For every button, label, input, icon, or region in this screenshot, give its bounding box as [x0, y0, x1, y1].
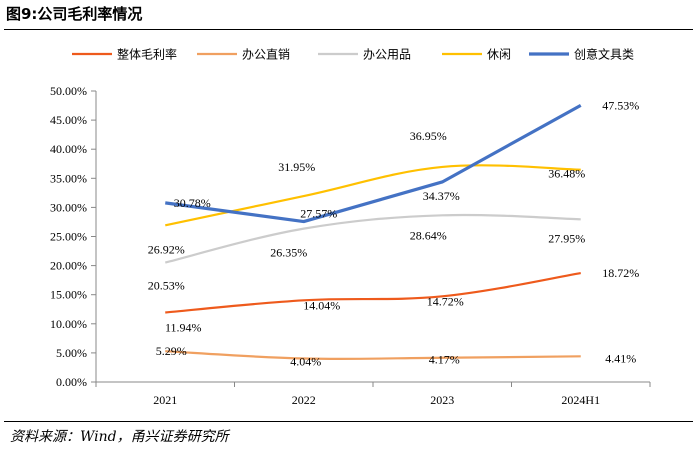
y-tick-label: 30.00%	[50, 200, 87, 214]
data-label: 47.53%	[602, 98, 639, 112]
data-label: 26.92%	[148, 242, 185, 256]
y-tick-label: 0.00%	[56, 375, 87, 389]
y-tick-label: 15.00%	[50, 288, 87, 302]
legend-label: 办公用品	[363, 47, 411, 62]
figure-title: 图9:公司毛利率情况	[6, 5, 143, 23]
series-line-4	[165, 164, 581, 227]
data-label: 5.29%	[156, 344, 187, 358]
legend: 整体毛利率 办公直销 办公用品 休闲 创意文具类	[72, 47, 634, 62]
y-tick-label: 50.00%	[50, 84, 87, 98]
legend-label: 办公直销	[242, 47, 290, 62]
data-label: 26.35%	[270, 246, 307, 260]
data-label: 30.78%	[174, 196, 211, 210]
y-tick-label: 20.00%	[50, 259, 87, 273]
data-label: 4.04%	[290, 354, 321, 368]
source-note: 资料来源：Wind，甬兴证券研究所	[10, 429, 229, 445]
data-label: 4.17%	[429, 353, 460, 367]
data-label: 34.37%	[423, 189, 460, 203]
data-label: 27.57%	[300, 207, 337, 221]
x-tick-label: 2024H1	[561, 393, 600, 407]
axes: 0.00% 5.00% 10.00% 15.00% 20.00% 25.00% 30.00%…	[50, 84, 651, 407]
x-tick-label: 2022	[292, 393, 316, 407]
series-line-2	[165, 350, 581, 361]
data-label: 31.95%	[278, 160, 315, 174]
title-rule	[4, 29, 693, 30]
data-label: 11.94%	[165, 321, 202, 335]
data-label: 20.53%	[148, 279, 185, 293]
data-label: 18.72%	[602, 266, 639, 280]
legend-label: 创意文具类	[574, 47, 634, 62]
data-label: 28.64%	[410, 228, 447, 242]
data-label: 14.72%	[427, 294, 464, 308]
y-tick-label: 35.00%	[50, 171, 87, 185]
data-label: 36.95%	[410, 129, 447, 143]
y-tick-label: 40.00%	[50, 142, 87, 156]
x-tick-label: 2023	[430, 393, 454, 407]
data-label: 36.48%	[548, 167, 585, 181]
series-line-3	[164, 213, 581, 264]
data-label: 14.04%	[303, 298, 340, 312]
y-tick-label: 25.00%	[50, 230, 87, 244]
y-tick-label: 5.00%	[56, 346, 87, 360]
legend-label: 休闲	[487, 48, 511, 62]
y-tick-label: 45.00%	[50, 113, 87, 127]
source-rule	[4, 421, 693, 422]
data-label: 4.41%	[605, 351, 636, 365]
y-tick-label: 10.00%	[50, 317, 87, 331]
series-line-5	[165, 103, 582, 224]
data-labels: 11.94% 14.04% 14.72% 18.72% 5.29% 4.04% 4.17% 4…	[148, 98, 640, 368]
legend-label: 整体毛利率	[117, 47, 177, 62]
data-label: 27.95%	[548, 231, 585, 245]
series-lines	[164, 103, 582, 361]
series-line-1	[165, 271, 581, 314]
x-tick-label: 2021	[153, 393, 177, 407]
